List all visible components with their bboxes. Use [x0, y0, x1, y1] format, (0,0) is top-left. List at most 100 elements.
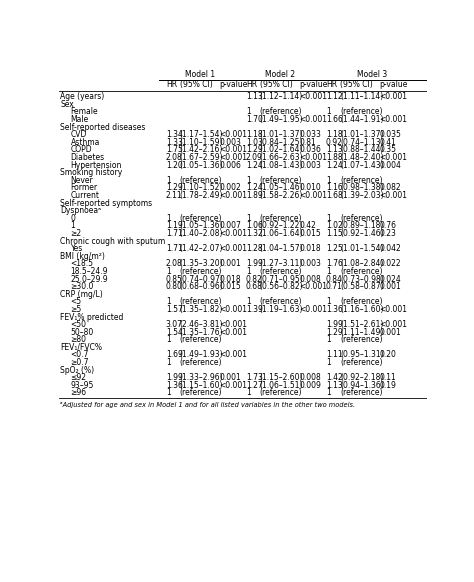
Text: (1.33–2.96): (1.33–2.96) [180, 373, 223, 382]
Text: 1.99: 1.99 [166, 373, 182, 382]
Text: <0.001: <0.001 [219, 305, 247, 314]
Text: (0.94–1.36): (0.94–1.36) [340, 381, 383, 390]
Text: <0.001: <0.001 [380, 115, 408, 124]
Text: ≥96: ≥96 [71, 388, 87, 398]
Text: (0.71–0.95): (0.71–0.95) [260, 275, 303, 283]
Text: 1: 1 [246, 214, 251, 223]
Text: SpO₂ (%): SpO₂ (%) [60, 365, 94, 375]
Text: CVD: CVD [71, 130, 87, 139]
Text: (0.89–1.18): (0.89–1.18) [340, 221, 383, 230]
Text: 0.010: 0.010 [300, 183, 321, 193]
Text: 0.003: 0.003 [300, 260, 321, 268]
Text: 1: 1 [166, 176, 171, 184]
Text: (1.35–3.20): (1.35–3.20) [180, 260, 223, 268]
Text: (1.27–3.11): (1.27–3.11) [260, 260, 303, 268]
Text: (1.05–1.36): (1.05–1.36) [180, 221, 223, 230]
Text: Model 2: Model 2 [265, 70, 295, 79]
Text: 1.75: 1.75 [166, 146, 182, 154]
Text: (reference): (reference) [180, 388, 222, 398]
Text: <0.001: <0.001 [380, 153, 408, 162]
Text: (1.01–1.54): (1.01–1.54) [340, 244, 383, 253]
Text: 1.71: 1.71 [166, 229, 182, 238]
Text: 0.033: 0.033 [300, 130, 321, 139]
Text: 0.042: 0.042 [380, 244, 401, 253]
Text: 1.24: 1.24 [326, 161, 343, 169]
Text: 1.02: 1.02 [326, 221, 343, 230]
Text: (reference): (reference) [340, 297, 383, 306]
Text: 0.036: 0.036 [300, 146, 321, 154]
Text: (1.66–2.63): (1.66–2.63) [260, 153, 303, 162]
Text: (reference): (reference) [180, 267, 222, 276]
Text: 1.13: 1.13 [246, 92, 263, 101]
Text: (reference): (reference) [340, 335, 383, 345]
Text: Asthma: Asthma [71, 138, 100, 147]
Text: 1.70: 1.70 [246, 115, 263, 124]
Text: 1: 1 [166, 214, 171, 223]
Text: 0.23: 0.23 [380, 229, 396, 238]
Text: 50–80: 50–80 [71, 328, 94, 337]
Text: 1: 1 [166, 297, 171, 306]
Text: 1.68: 1.68 [326, 191, 343, 200]
Text: 0.41: 0.41 [380, 138, 396, 147]
Text: 0.35: 0.35 [380, 146, 397, 154]
Text: (0.68–0.96): (0.68–0.96) [180, 282, 223, 291]
Text: (1.10–1.52): (1.10–1.52) [180, 183, 223, 193]
Text: 0.006: 0.006 [219, 161, 241, 169]
Text: Chronic cough with sputum: Chronic cough with sputum [60, 236, 165, 246]
Text: ≥80: ≥80 [71, 335, 87, 345]
Text: 1.25: 1.25 [326, 244, 343, 253]
Text: (1.11–1.49): (1.11–1.49) [340, 328, 383, 337]
Text: <0.001: <0.001 [219, 130, 247, 139]
Text: 0.001: 0.001 [219, 373, 241, 382]
Text: (1.19–1.63): (1.19–1.63) [260, 305, 303, 314]
Text: <0.001: <0.001 [380, 305, 408, 314]
Text: 0.009: 0.009 [300, 381, 321, 390]
Text: 0.82: 0.82 [246, 275, 263, 283]
Text: (1.42–2.16): (1.42–2.16) [180, 146, 223, 154]
Text: (reference): (reference) [340, 214, 383, 223]
Text: 1.42: 1.42 [326, 373, 343, 382]
Text: 1.76: 1.76 [326, 260, 343, 268]
Text: (reference): (reference) [340, 176, 383, 184]
Text: (reference): (reference) [180, 176, 222, 184]
Text: (1.48–2.40): (1.48–2.40) [340, 153, 383, 162]
Text: Diabetes: Diabetes [71, 153, 105, 162]
Text: (1.11–1.14): (1.11–1.14) [340, 92, 383, 101]
Text: (0.84–1.25): (0.84–1.25) [260, 138, 303, 147]
Text: (0.92–1.22): (0.92–1.22) [260, 221, 303, 230]
Text: 1.57: 1.57 [166, 305, 182, 314]
Text: 1.12: 1.12 [326, 92, 343, 101]
Text: 1: 1 [246, 108, 251, 116]
Text: (reference): (reference) [340, 108, 383, 116]
Text: (0.56–0.82): (0.56–0.82) [260, 282, 303, 291]
Text: <0.001: <0.001 [300, 305, 328, 314]
Text: 0.42: 0.42 [300, 221, 316, 230]
Text: 1.03: 1.03 [246, 138, 263, 147]
Text: 0.018: 0.018 [300, 244, 321, 253]
Text: (1.51–2.61): (1.51–2.61) [340, 320, 383, 329]
Text: Sex: Sex [60, 100, 74, 109]
Text: 1: 1 [326, 176, 331, 184]
Text: (95% CI): (95% CI) [180, 80, 212, 88]
Text: <0.001: <0.001 [219, 350, 247, 360]
Text: 1.27: 1.27 [246, 381, 263, 390]
Text: 1.13: 1.13 [326, 381, 343, 390]
Text: (1.17–1.54): (1.17–1.54) [180, 130, 223, 139]
Text: 0.015: 0.015 [219, 282, 241, 291]
Text: 1: 1 [246, 176, 251, 184]
Text: (0.74–0.97): (0.74–0.97) [180, 275, 224, 283]
Text: <0.001: <0.001 [219, 320, 247, 329]
Text: 1.24: 1.24 [246, 183, 263, 193]
Text: 2.11: 2.11 [166, 191, 182, 200]
Text: 0.015: 0.015 [300, 229, 321, 238]
Text: ≥0.7: ≥0.7 [71, 358, 89, 367]
Text: <0.001: <0.001 [380, 92, 408, 101]
Text: p-value: p-value [300, 80, 328, 88]
Text: 0.004: 0.004 [380, 161, 401, 169]
Text: 0.92: 0.92 [326, 138, 343, 147]
Text: 1.73: 1.73 [246, 373, 263, 382]
Text: (1.15–2.60): (1.15–2.60) [260, 373, 303, 382]
Text: BMI (kg/m²): BMI (kg/m²) [60, 252, 105, 261]
Text: 1.11: 1.11 [326, 350, 343, 360]
Text: 1: 1 [326, 388, 331, 398]
